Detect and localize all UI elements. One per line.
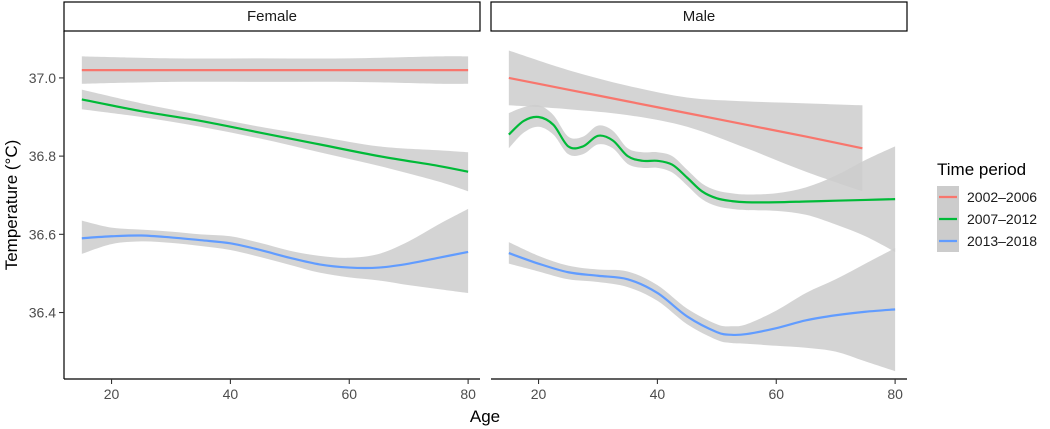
x-tick-label: 20 [531,386,547,402]
legend-label: 2002–2006 [967,189,1037,205]
legend-label: 2013–2018 [967,233,1037,249]
legend-title: Time period [937,160,1026,179]
legend-items: 2002–2006 2007–2012 2013–2018 [937,186,1037,252]
female-band-2 [81,89,469,192]
y-tick-label: 36.8 [29,148,56,164]
y-axis-title: Temperature (°C) [2,140,21,271]
x-tick-label: 20 [104,386,120,402]
panel-male-plot [508,50,896,372]
y-axis-ticks: 36.4 36.6 36.8 37.0 [29,70,64,321]
legend: Time period 2002–2006 2007–2012 2013–2018 [937,160,1037,252]
panel-strip-male-box [490,1,908,32]
legend-item: 2007–2012 [937,208,1037,230]
y-tick-label: 36.6 [29,226,56,242]
male-band-1 [508,50,863,192]
male-band-3 [508,242,896,372]
panel-strip-female: Female [63,1,481,32]
x-tick-label: 60 [768,386,784,402]
male-line-3 [508,252,896,337]
x-tick-label: 60 [341,386,357,402]
panel-strip-female-box [63,1,481,32]
y-tick-label: 37.0 [29,70,56,86]
x-tick-label: 80 [460,386,476,402]
legend-item: 2002–2006 [937,186,1037,208]
x-axis-title: Age [470,407,500,426]
x-tick-label: 40 [223,386,239,402]
legend-label: 2007–2012 [967,211,1037,227]
female-band-3 [81,208,469,293]
x-axis-ticks-female: 20 40 60 80 [104,379,476,402]
male-line-1 [508,76,863,150]
female-line-3 [81,234,469,270]
panel-strip-female-label: Female [247,8,297,25]
x-axis-ticks-male: 20 40 60 80 [531,379,903,402]
panel-strip-male: Male [490,1,908,32]
legend-item: 2013–2018 [937,230,1037,252]
x-tick-label: 80 [887,386,903,402]
male-line-2 [508,115,896,204]
panel-female-plot [81,56,469,293]
x-tick-label: 40 [650,386,666,402]
female-line-2 [81,98,469,173]
y-tick-label: 36.4 [29,305,56,321]
male-band-2 [508,104,896,252]
panel-strip-male-label: Male [683,8,716,25]
